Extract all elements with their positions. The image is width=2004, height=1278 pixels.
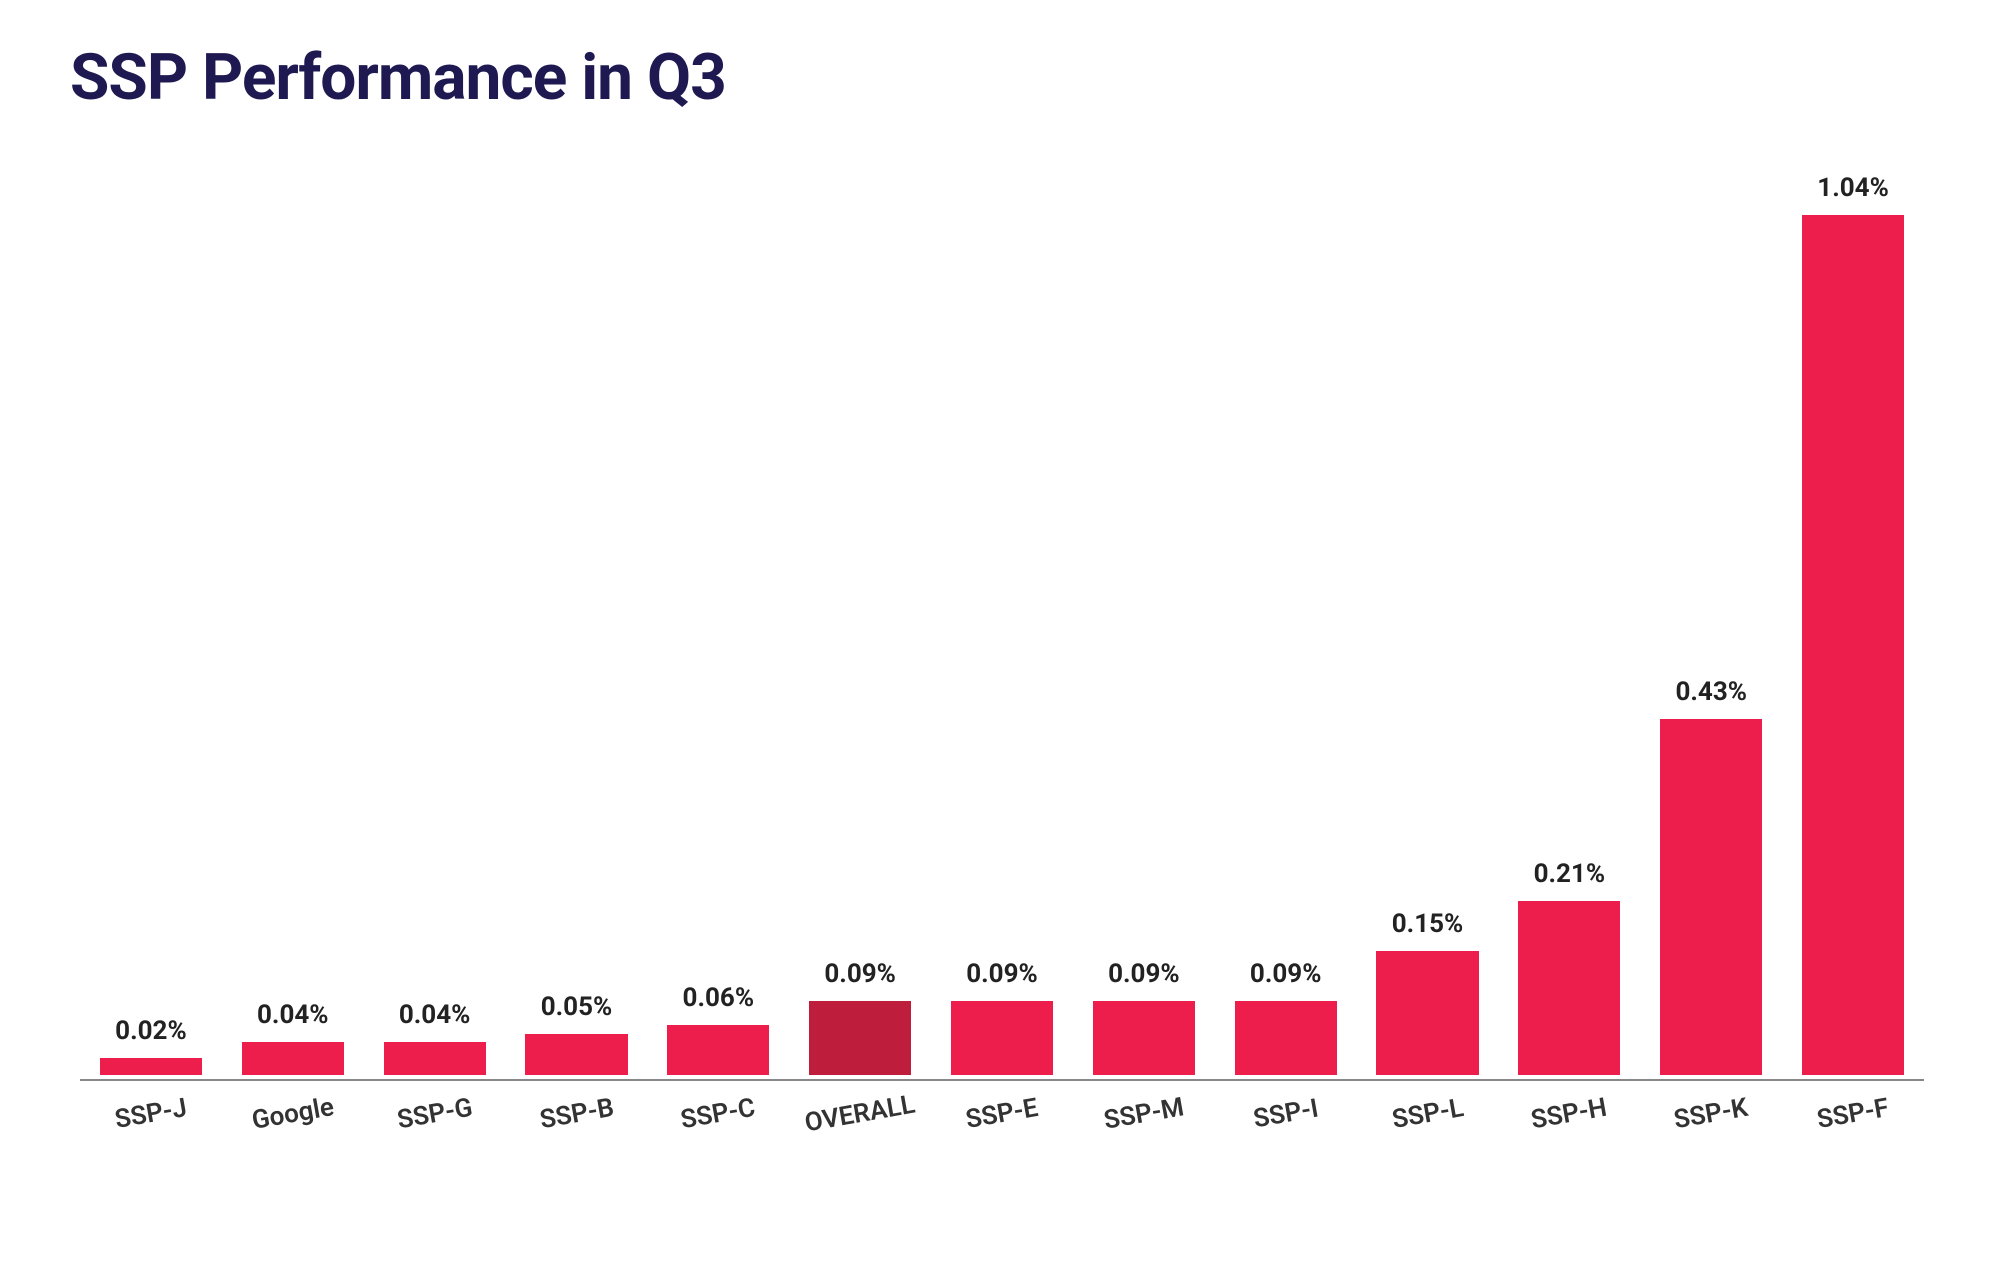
x-axis-line xyxy=(80,1079,1924,1081)
bar xyxy=(809,1001,911,1075)
bar-wrapper: 0.05% xyxy=(506,155,648,1075)
bar-wrapper: 0.09% xyxy=(1215,155,1357,1075)
bar-wrapper: 0.09% xyxy=(1073,155,1215,1075)
chart-title: SSP Performance in Q3 xyxy=(70,40,1944,115)
bar xyxy=(1802,215,1904,1075)
bar-value-label: 0.21% xyxy=(1534,859,1606,889)
x-axis-label: Google xyxy=(220,1087,365,1141)
bar-wrapper: 0.02% xyxy=(80,155,222,1075)
bar-group: 0.09% xyxy=(1073,155,1215,1075)
bar-value-label: 0.43% xyxy=(1675,677,1747,707)
bar-group: 0.15% xyxy=(1357,155,1499,1075)
x-axis-label: SSP-H xyxy=(1497,1087,1642,1141)
bar xyxy=(1235,1001,1337,1075)
bar-value-label: 0.02% xyxy=(115,1016,187,1046)
bar-wrapper: 0.04% xyxy=(364,155,506,1075)
bar-group: 0.09% xyxy=(1215,155,1357,1075)
bar-wrapper: 0.09% xyxy=(789,155,931,1075)
bar-value-label: 0.09% xyxy=(966,959,1038,989)
bar-group: 0.09% xyxy=(931,155,1073,1075)
bar xyxy=(1093,1001,1195,1075)
bar-value-label: 1.04% xyxy=(1817,173,1889,203)
chart-plot-area: 0.02% 0.04% 0.04% 0.05% 0.06% xyxy=(60,155,1944,1075)
x-axis-label: SSP-L xyxy=(1355,1087,1500,1141)
bar xyxy=(1660,719,1762,1075)
x-axis-label: SSP-G xyxy=(362,1087,507,1141)
bar-wrapper: 0.04% xyxy=(222,155,364,1075)
bar-group: 0.05% xyxy=(506,155,648,1075)
x-axis-label: SSP-C xyxy=(646,1087,791,1141)
bar xyxy=(1518,901,1620,1075)
bar-group: 0.02% xyxy=(80,155,222,1075)
bar xyxy=(667,1025,769,1075)
x-axis-label: SSP-B xyxy=(504,1087,649,1141)
x-axis-label: SSP-M xyxy=(1071,1087,1216,1141)
bar-wrapper: 0.43% xyxy=(1640,155,1782,1075)
bar-group: 0.04% xyxy=(222,155,364,1075)
bar-wrapper: 0.06% xyxy=(647,155,789,1075)
bar-wrapper: 0.09% xyxy=(931,155,1073,1075)
bar-value-label: 0.09% xyxy=(1108,959,1180,989)
bar-group: 0.43% xyxy=(1640,155,1782,1075)
x-axis-label: SSP-F xyxy=(1781,1087,1926,1141)
bar-wrapper: 0.21% xyxy=(1498,155,1640,1075)
bar-value-label: 0.06% xyxy=(683,983,755,1013)
bar xyxy=(242,1042,344,1075)
bar-group: 0.09% xyxy=(789,155,931,1075)
bar-chart: 0.02% 0.04% 0.04% 0.05% 0.06% xyxy=(60,155,1944,1175)
bar-value-label: 0.15% xyxy=(1392,909,1464,939)
bar xyxy=(1376,951,1478,1075)
x-axis-labels: SSP-J Google SSP-G SSP-B SSP-C OVERALL S… xyxy=(60,1099,1944,1129)
bar-group: 0.04% xyxy=(364,155,506,1075)
x-axis-label: OVERALL xyxy=(788,1087,933,1141)
bar-value-label: 0.04% xyxy=(399,1000,471,1030)
bar-group: 0.06% xyxy=(647,155,789,1075)
bar xyxy=(384,1042,486,1075)
bar-value-label: 0.05% xyxy=(541,992,613,1022)
bar-wrapper: 1.04% xyxy=(1782,155,1924,1075)
bar-group: 1.04% xyxy=(1782,155,1924,1075)
bar-value-label: 0.04% xyxy=(257,1000,329,1030)
bar-value-label: 0.09% xyxy=(824,959,896,989)
bar xyxy=(525,1034,627,1075)
x-axis-label: SSP-I xyxy=(1213,1087,1358,1141)
bar-value-label: 0.09% xyxy=(1250,959,1322,989)
bar xyxy=(951,1001,1053,1075)
bar-group: 0.21% xyxy=(1498,155,1640,1075)
x-axis-label: SSP-J xyxy=(78,1087,223,1141)
bar-wrapper: 0.15% xyxy=(1357,155,1499,1075)
bar xyxy=(100,1058,202,1075)
x-axis-label: SSP-K xyxy=(1639,1087,1784,1141)
x-axis-label: SSP-E xyxy=(930,1087,1075,1141)
